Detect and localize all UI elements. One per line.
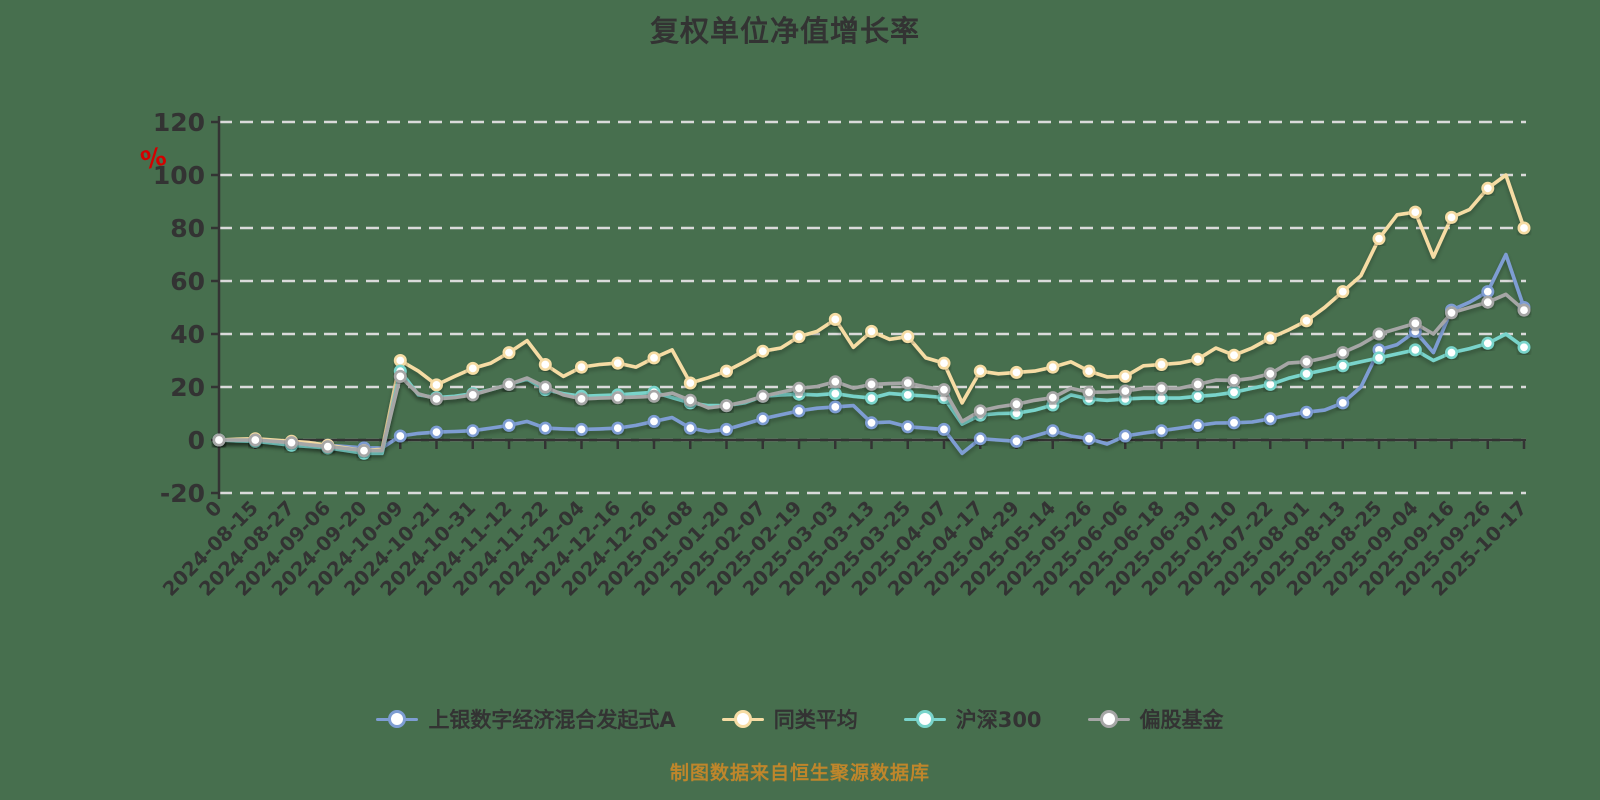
y-tick-label: 40 bbox=[170, 320, 205, 349]
legend-item-0[interactable]: 上银数字经济混合发起式A bbox=[376, 704, 676, 734]
y-tick-label: 100 bbox=[153, 161, 205, 190]
legend-line-marker-icon bbox=[903, 710, 946, 728]
y-tick-label: -20 bbox=[160, 479, 205, 508]
series-1 bbox=[212, 173, 1531, 458]
legend-line-marker-icon bbox=[1087, 710, 1130, 728]
series-1-markers bbox=[212, 181, 1531, 458]
legend-label: 同类平均 bbox=[773, 708, 858, 732]
y-tick-label: 0 bbox=[188, 426, 205, 455]
legend-item-1[interactable]: 同类平均 bbox=[721, 704, 858, 734]
x-axis bbox=[217, 438, 1526, 449]
footer-note: 制图数据来自恒生聚源数据库 bbox=[669, 762, 930, 784]
page-title: 复权单位净值增长率 bbox=[649, 14, 920, 48]
legend-line-marker-icon bbox=[721, 710, 764, 728]
legend-label: 沪深300 bbox=[955, 708, 1042, 732]
series-3-markers bbox=[212, 295, 1531, 458]
y-tick-label: 120 bbox=[153, 108, 205, 137]
legend-item-2[interactable]: 沪深300 bbox=[903, 704, 1042, 734]
y-axis: 120 100 80 60 40 20 0 -20 bbox=[153, 108, 221, 508]
gridlines bbox=[219, 120, 1526, 495]
y-tick-label: 80 bbox=[170, 214, 205, 243]
x-axis-labels: 02024-08-152024-08-272024-09-062024-09-2… bbox=[158, 496, 1531, 600]
y-tick-label: 60 bbox=[170, 267, 205, 296]
series-3 bbox=[212, 292, 1531, 458]
legend: 上银数字经济混合发起式A 同类平均 沪深300 偏股基金 bbox=[0, 704, 1600, 734]
y-tick-label: 20 bbox=[170, 373, 205, 402]
legend-label: 偏股基金 bbox=[1139, 708, 1224, 732]
legend-label: 上银数字经济混合发起式A bbox=[428, 708, 676, 732]
legend-line-marker-icon bbox=[376, 710, 419, 728]
legend-item-3[interactable]: 偏股基金 bbox=[1087, 704, 1224, 734]
series-0 bbox=[212, 252, 1531, 456]
